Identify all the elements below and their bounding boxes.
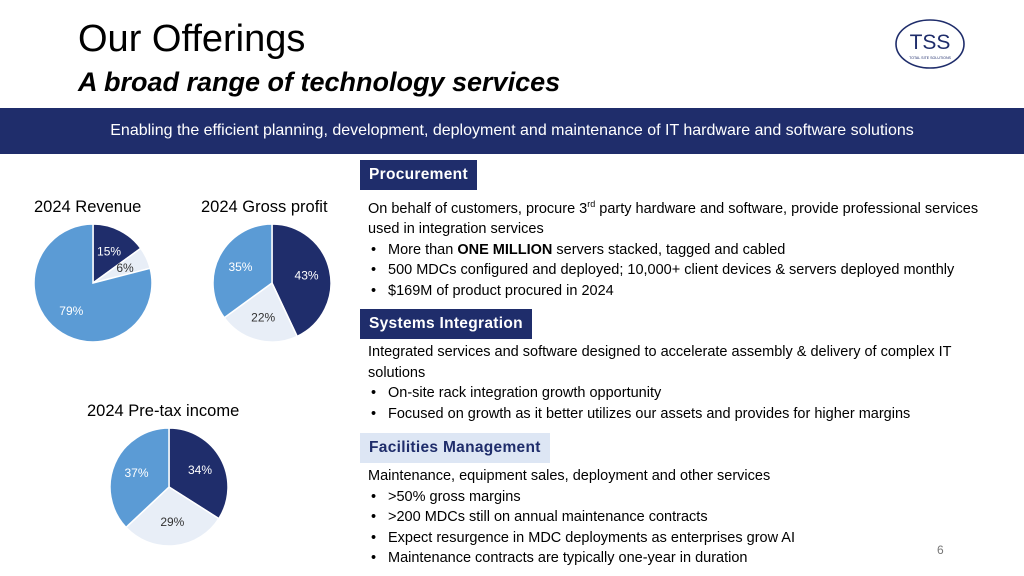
list-item: Expect resurgence in MDC deployments as …: [368, 528, 988, 549]
systems-integration-body: Integrated services and software designe…: [368, 342, 988, 424]
pie-slice: [92, 223, 142, 285]
list-item: $169M of product procured in 2024: [368, 281, 988, 302]
pie-slice-label: 34%: [188, 463, 212, 477]
page-subtitle: A broad range of technology services: [78, 67, 561, 97]
pie-slice-label: 29%: [160, 515, 184, 529]
pie-slice-label: 37%: [124, 466, 148, 480]
pie-slice: [223, 281, 299, 343]
procurement-intro: On behalf of customers, procure 3rd part…: [368, 199, 979, 238]
facilities-management-body: Maintenance, equipment sales, deployment…: [368, 466, 988, 569]
revenue-pie-chart: 15% 6% 79%: [33, 223, 153, 343]
pie-slice-label: 79%: [59, 304, 83, 318]
gross-profit-pie-chart: 43% 22% 35%: [212, 223, 332, 343]
pie-slice-label: 15%: [97, 244, 121, 258]
list-item: 500 MDCs configured and deployed; 10,000…: [368, 260, 988, 281]
pie-slice-label: 6%: [116, 261, 134, 275]
systems-integration-heading: Systems Integration: [360, 309, 532, 339]
logo-text: TSS: [910, 31, 951, 54]
facilities-management-intro: Maintenance, equipment sales, deployment…: [368, 468, 771, 484]
list-item: Focused on growth as it better utilizes …: [368, 404, 988, 425]
pie-slice: [109, 427, 170, 529]
pie-slice-label: 35%: [228, 260, 252, 274]
gross-profit-chart-title: 2024 Gross profit: [201, 198, 328, 216]
tagline-banner: Enabling the efficient planning, develop…: [0, 108, 1024, 154]
pie-slice-label: 22%: [251, 310, 275, 324]
page-number: 6: [937, 543, 944, 557]
logo-caption: TOTAL SITE SOLUTIONS: [909, 56, 951, 60]
list-item: On-site rack integration growth opportun…: [368, 383, 988, 404]
list-item: More than ONE MILLION servers stacked, t…: [368, 240, 988, 261]
company-logo: TSS TOTAL SITE SOLUTIONS: [895, 19, 965, 69]
facilities-management-heading: Facilities Management: [360, 433, 550, 463]
pie-slice: [271, 223, 332, 338]
list-item: Maintenance contracts are typically one-…: [368, 548, 988, 569]
procurement-body: On behalf of customers, procure 3rd part…: [368, 194, 988, 301]
pretax-income-pie-chart: 34% 29% 37%: [109, 427, 229, 547]
list-item: >200 MDCs still on annual maintenance co…: [368, 507, 988, 528]
pie-slice: [212, 223, 273, 319]
pie-slice: [33, 223, 153, 343]
page-title: Our Offerings: [78, 18, 306, 60]
pie-slice: [124, 486, 220, 547]
procurement-heading: Procurement: [360, 160, 477, 190]
revenue-chart-title: 2024 Revenue: [34, 198, 142, 216]
pretax-income-chart-title: 2024 Pre-tax income: [87, 402, 240, 420]
systems-integration-intro: Integrated services and software designe…: [368, 344, 952, 381]
list-item: >50% gross margins: [368, 487, 988, 508]
pie-slice-label: 43%: [295, 268, 319, 282]
